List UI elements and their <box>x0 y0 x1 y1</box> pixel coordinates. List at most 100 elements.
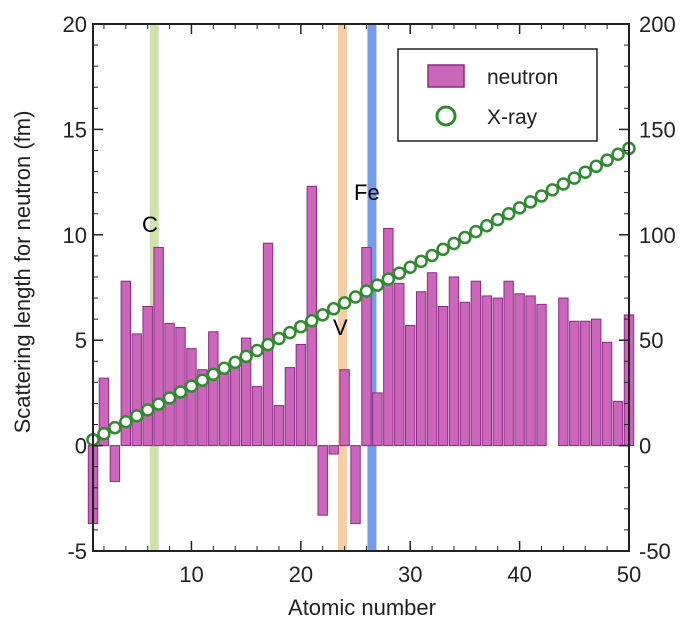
neutron-bar <box>317 445 328 516</box>
axis-ticks: -5 -50 0 0 5 50 10 100 15 150 20 200 10 20 30 40 50 <box>63 12 676 587</box>
xray-point <box>250 343 264 358</box>
neutron-bar <box>405 324 416 447</box>
neutron-bar <box>120 280 132 447</box>
band-v <box>337 24 347 551</box>
neutron-bar <box>372 392 383 447</box>
y-tick-label: 0 <box>75 434 87 459</box>
x-tick-label: 20 <box>289 562 313 587</box>
y-axis-title: Scattering length for neutron (fm) <box>10 111 35 434</box>
neutron-bar <box>328 445 339 455</box>
xray-point <box>458 230 472 245</box>
neutron-bar <box>383 227 394 447</box>
neutron-bar <box>197 369 208 447</box>
neutron-bar <box>273 405 285 447</box>
neutron-bar <box>142 305 153 447</box>
neutron-bar <box>186 348 197 447</box>
xray-point <box>162 391 177 405</box>
xray-point <box>348 290 363 304</box>
neutron-bar <box>481 295 492 447</box>
neutron-bar <box>284 367 296 447</box>
neutron-bar <box>251 386 263 447</box>
plot-frame <box>92 23 630 552</box>
neutron-bar <box>240 337 252 447</box>
y-tick-label: 5 <box>75 328 87 353</box>
xray-series <box>86 141 636 447</box>
neutron-bar <box>426 272 438 447</box>
y-tick-label: -5 <box>67 539 87 564</box>
xray-point <box>326 302 341 316</box>
xray-point <box>600 153 614 167</box>
neutron-bar <box>415 291 427 447</box>
xray-point <box>108 420 122 435</box>
xray-point <box>534 189 549 203</box>
neutron-bar <box>612 400 624 447</box>
xray-point <box>436 242 450 257</box>
xray-point <box>490 212 505 227</box>
y-tick-label: 20 <box>63 12 87 37</box>
xray-point <box>228 355 242 370</box>
x-axis-title: Atomic number <box>288 595 436 620</box>
xray-point <box>195 373 210 388</box>
xray-point <box>392 266 407 280</box>
neutron-bar <box>109 445 121 482</box>
xray-point <box>545 183 560 197</box>
neutron-bar <box>361 246 372 447</box>
xray-point <box>294 319 308 334</box>
xray-point <box>283 325 297 340</box>
xray-point <box>480 218 494 233</box>
x-tick-label: 30 <box>398 562 422 587</box>
x-tick-label: 10 <box>179 562 203 587</box>
xray-point <box>151 397 166 411</box>
neutron-bar <box>295 343 307 447</box>
xray-point <box>184 379 199 393</box>
neutron-bar <box>525 295 536 447</box>
y2-tick-label: 50 <box>639 328 663 353</box>
xray-point <box>130 409 144 423</box>
neutron-bar <box>208 331 219 447</box>
legend-neutron-label: neutron <box>487 66 558 89</box>
xray-point <box>305 314 319 328</box>
neutron-bar <box>219 373 230 447</box>
xray-point <box>567 171 582 185</box>
annotation-c: C <box>142 212 158 237</box>
xray-point <box>501 206 516 221</box>
y2-tick-label: 0 <box>639 434 651 459</box>
y-tick-label: 15 <box>63 117 87 142</box>
neutron-bars <box>87 185 635 525</box>
neutron-bar <box>590 318 602 447</box>
xray-point <box>239 349 253 364</box>
xray-point <box>140 403 155 417</box>
xray-point <box>556 177 571 191</box>
xray-point <box>589 159 603 174</box>
legend-neutron-swatch <box>427 64 465 88</box>
xray-point <box>611 147 625 162</box>
xray-point <box>217 361 232 375</box>
xray-point <box>173 385 188 399</box>
y2-tick-label: -50 <box>639 539 671 564</box>
xray-point <box>337 296 352 310</box>
annotation-fe: Fe <box>354 180 380 205</box>
neutron-bar <box>98 377 110 447</box>
neutron-bar <box>459 301 471 447</box>
y-tick-label: 10 <box>63 223 87 248</box>
xray-point <box>272 331 286 346</box>
neutron-bar <box>394 282 405 447</box>
legend-xray-label: X-ray <box>487 106 538 129</box>
neutron-bar <box>448 276 460 447</box>
legend: neutron X-ray <box>397 48 598 142</box>
xray-point <box>370 278 385 292</box>
xray-point <box>261 337 275 352</box>
neutron-bar <box>558 297 569 447</box>
xray-point <box>359 284 374 298</box>
neutron-bar <box>470 280 482 447</box>
annotation-v: V <box>333 315 348 340</box>
neutron-bar <box>339 369 350 447</box>
y2-tick-label: 200 <box>639 12 676 37</box>
xray-point <box>469 224 483 239</box>
xray-point <box>414 254 428 269</box>
neutron-bar <box>230 358 241 447</box>
xray-point <box>512 201 527 215</box>
neutron-bar <box>514 293 525 447</box>
neutron-bar <box>601 341 613 447</box>
